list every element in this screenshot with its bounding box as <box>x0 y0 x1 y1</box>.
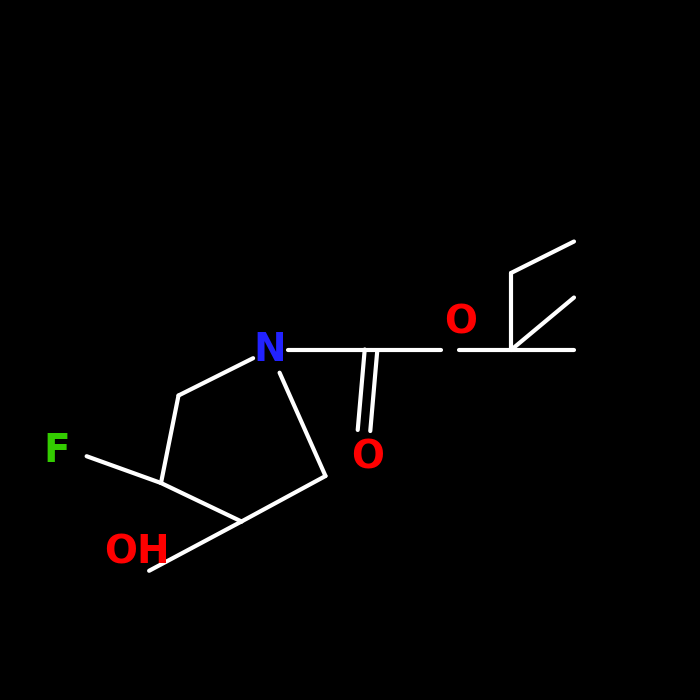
Text: O: O <box>444 304 477 342</box>
Text: O: O <box>351 439 384 477</box>
Text: N: N <box>253 331 286 369</box>
Text: F: F <box>43 433 70 470</box>
Text: OH: OH <box>104 534 169 572</box>
